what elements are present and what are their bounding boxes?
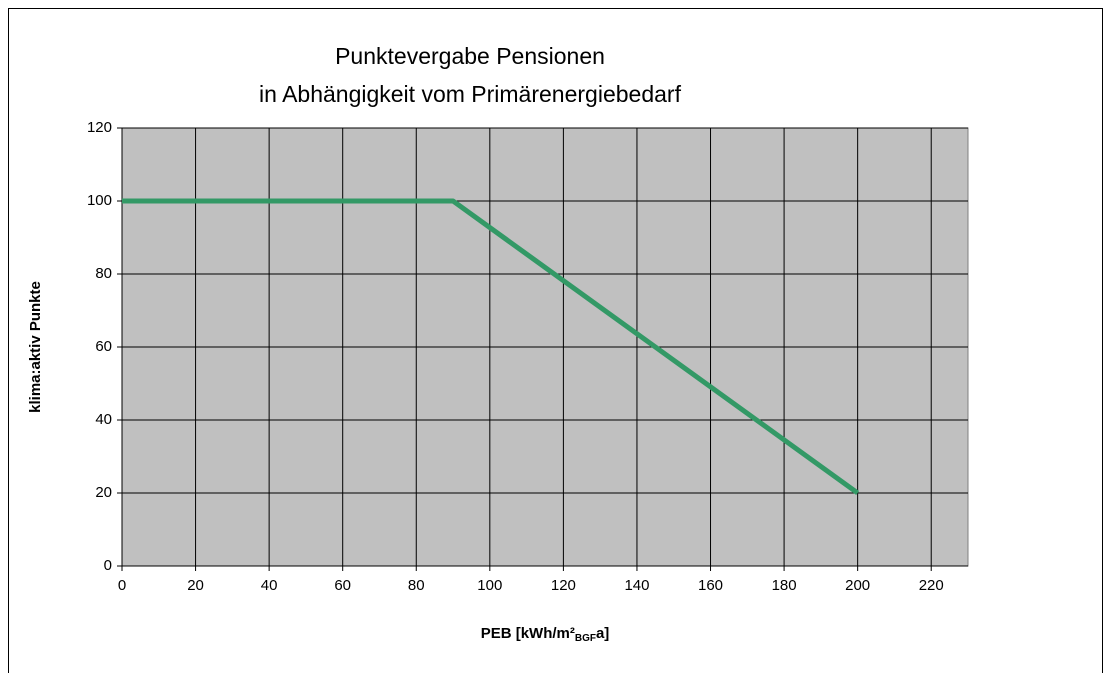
x-tick-label: 80 (408, 577, 425, 594)
x-tick-label: 140 (624, 577, 649, 594)
x-tick-label: 160 (698, 577, 723, 594)
y-tick-label: 80 (95, 265, 112, 282)
chart-title: Punktevergabe Pensionen (335, 43, 605, 69)
x-tick-label: 40 (261, 577, 278, 594)
y-tick-label: 40 (95, 411, 112, 428)
chart-subtitle: in Abhängigkeit vom Primärenergiebedarf (259, 81, 682, 107)
x-tick-label: 180 (772, 577, 797, 594)
y-tick-label: 60 (95, 338, 112, 355)
x-tick-label: 60 (334, 577, 351, 594)
y-axis-label: klima:aktiv Punkte (27, 281, 44, 413)
data-line (122, 198, 860, 496)
x-tick-label: 0 (118, 577, 126, 594)
x-tick-label: 20 (187, 577, 204, 594)
y-tick-label: 120 (87, 119, 112, 136)
x-axis-label-sub: BGF (575, 633, 596, 644)
x-tick-label: 120 (551, 577, 576, 594)
y-tick-label: 0 (104, 557, 112, 574)
x-axis-label: PEB [kWh/m²BGFa] (481, 625, 610, 644)
x-tick-label: 200 (845, 577, 870, 594)
frame (8, 8, 1103, 673)
x-axis-label-part: a] (596, 625, 609, 642)
y-tick-label: 100 (87, 192, 112, 209)
x-tick-label: 220 (919, 577, 944, 594)
x-axis-label-part: PEB [kWh/m² (481, 625, 575, 642)
y-tick-label: 20 (95, 484, 112, 501)
x-tick-label: 100 (477, 577, 502, 594)
